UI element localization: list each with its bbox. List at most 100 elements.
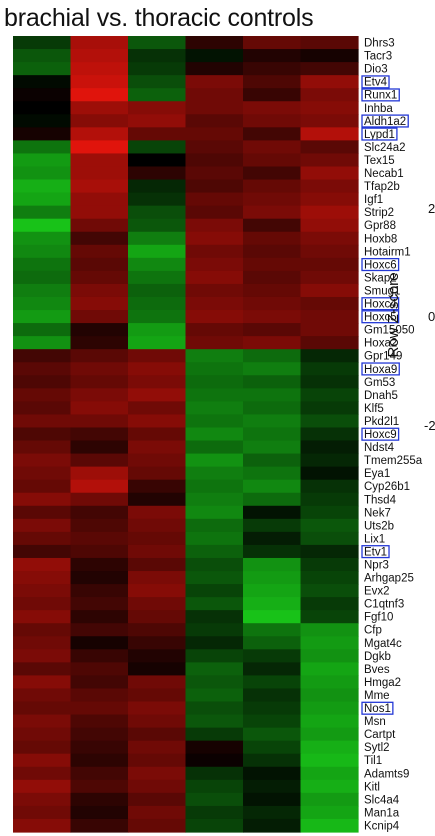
heatmap-cell-gm53-col4: [185, 375, 244, 389]
heatmap-cell-smug1-col3: [128, 283, 187, 298]
heatmap-cell-runx1-col2: [70, 88, 129, 102]
heatmap-cell-lypd1-col5: [243, 127, 302, 141]
highlight-box-aldh1a2: [361, 114, 409, 128]
chart-title: brachial vs. thoracic controls: [4, 4, 314, 32]
heatmap-cell-hoxc4-col6: [300, 296, 359, 311]
heatmap-cell-etv4-col1: [13, 75, 72, 89]
heatmap-cell-tacr3-col4: [185, 49, 244, 63]
gene-label-msn: Msn: [364, 716, 386, 728]
heatmap-cell-eya1-col2: [70, 466, 129, 481]
heatmap-cell-til1-col2: [70, 753, 129, 768]
heatmap-cell-gpr88-col1: [13, 218, 72, 233]
heatmap-cell-strip2-col1: [13, 205, 72, 220]
heatmap-cell-dgkb-col5: [243, 649, 302, 663]
heatmap-cell-lix1-col2: [70, 531, 129, 546]
gene-label-skap2: Skap2: [364, 272, 397, 284]
heatmap-cell-tmem255a-col2: [70, 453, 129, 468]
heatmap-cell-kitl-col5: [243, 779, 302, 794]
heatmap-cell-fgf10-col5: [243, 610, 302, 624]
heatmap-cell-sytl2-col3: [128, 740, 187, 755]
heatmap-cell-uts2b-col3: [128, 518, 187, 533]
heatmap-cell-tfap2b-col3: [128, 179, 187, 194]
highlight-box-hoxa9: [361, 362, 400, 376]
color-scale-tick-high: 2: [428, 201, 435, 216]
heatmap-cell-hmga2-col6: [300, 675, 359, 690]
heatmap-cell-runx1-col3: [128, 88, 187, 102]
highlight-box-etv1: [361, 545, 390, 559]
heatmap-cell-inhba-col3: [128, 101, 187, 115]
heatmap-cell-smug1-col5: [243, 283, 302, 298]
heatmap-cell-hoxa2-col1: [13, 336, 72, 350]
heatmap-cell-aldh1a2-col2: [70, 114, 129, 128]
heatmap-cell-klf5-col1: [13, 401, 72, 416]
heatmap-cell-mgat4c-col6: [300, 636, 359, 650]
heatmap-cell-lypd1-col1: [13, 127, 72, 141]
heatmap-cell-sytl2-col6: [300, 740, 359, 755]
heatmap-cell-bves-col4: [185, 662, 244, 677]
heatmap-cell-nos1-col4: [185, 701, 244, 716]
heatmap-cell-lix1-col1: [13, 531, 72, 546]
heatmap-cell-lix1-col6: [300, 531, 359, 546]
heatmap-cell-dio3-col6: [300, 62, 359, 76]
heatmap-cell-ndst4-col2: [70, 440, 129, 455]
heatmap-cell-inhba-col1: [13, 101, 72, 115]
heatmap-cell-hoxc4-col5: [243, 296, 302, 311]
gene-label-tex15: Tex15: [364, 155, 395, 167]
heatmap-cell-necab1-col4: [185, 166, 244, 181]
heatmap-cell-ndst4-col4: [185, 440, 244, 455]
heatmap-cell-mgat4c-col3: [128, 636, 187, 650]
gene-label-kcnip4: Kcnip4: [364, 820, 400, 832]
heatmap-cell-smug1-col6: [300, 283, 359, 298]
heatmap-cell-hoxc9-col2: [70, 427, 129, 442]
heatmap-cell-strip2-col4: [185, 205, 244, 220]
gene-label-arhgap25: Arhgap25: [364, 573, 414, 585]
heatmap-cell-hmga2-col5: [243, 675, 302, 690]
heatmap-cell-slc24a2-col4: [185, 140, 244, 155]
heatmap-cell-evx2-col6: [300, 584, 359, 598]
heatmap-cell-hoxc4-col3: [128, 296, 187, 311]
heatmap-cell-uts2b-col6: [300, 518, 359, 533]
heatmap-cell-ndst4-col3: [128, 440, 187, 455]
heatmap-cell-til1-col6: [300, 753, 359, 768]
heatmap-cell-skap2-col5: [243, 270, 302, 285]
heatmap-cell-eya1-col6: [300, 466, 359, 481]
heatmap-cell-tex15-col5: [243, 153, 302, 168]
color-scale: Row Z-score 2 0 -2: [385, 201, 435, 433]
heatmap-cell-hoxc5-col1: [13, 310, 72, 324]
heatmap-cell-runx1-col1: [13, 88, 72, 102]
heatmap-cell-npr3-col6: [300, 557, 359, 572]
gene-label-inhba: Inhba: [364, 103, 393, 115]
heatmap-cell-slc24a2-col3: [128, 140, 187, 155]
highlight-box-hoxc6: [361, 257, 400, 272]
heatmap-cell-runx1-col5: [243, 88, 302, 102]
heatmap-cell-msn-col2: [70, 714, 129, 729]
heatmap-cell-mgat4c-col4: [185, 636, 244, 650]
gene-label-gm15050: Gm15050: [364, 325, 415, 337]
heatmap-cell-ndst4-col6: [300, 440, 359, 455]
heatmap-cell-hoxc9-col1: [13, 427, 72, 442]
gene-label-hoxa2: Hoxa2: [364, 338, 397, 350]
heatmap-cell-hoxc6-col1: [13, 257, 72, 272]
highlight-box-hoxc4: [361, 297, 400, 311]
heatmap-cell-nek7-col4: [185, 505, 244, 520]
heatmap-cell-tacr3-col6: [300, 49, 359, 63]
heatmap-cell-tex15-col2: [70, 153, 129, 168]
heatmap-cell-c1qtnf3-col5: [243, 597, 302, 611]
heatmap-cell-necab1-col2: [70, 166, 129, 181]
highlight-box-hoxc5: [361, 310, 400, 324]
heatmap-cell-mme-col4: [185, 688, 244, 703]
heatmap-cell-npr3-col3: [128, 557, 187, 572]
gene-label-cyp26b1: Cyp26b1: [364, 481, 410, 493]
heatmap-cell-arhgap25-col6: [300, 571, 359, 585]
gene-label-ndst4: Ndst4: [364, 442, 395, 454]
heatmap-cell-slc4a4-col1: [13, 792, 72, 807]
heatmap-cell-gm15050-col2: [70, 323, 129, 337]
gene-label-npr3: Npr3: [364, 559, 389, 571]
heatmap-cell-fgf10-col4: [185, 610, 244, 624]
heatmap-cell-adamts9-col1: [13, 766, 72, 781]
heatmap-cell-nos1-col5: [243, 701, 302, 716]
heatmap-cell-dnah5-col4: [185, 388, 244, 402]
heatmap-cell-c1qtnf3-col3: [128, 597, 187, 611]
heatmap-cell-hoxc5-col4: [185, 310, 244, 324]
heatmap-cell-mgat4c-col1: [13, 636, 72, 650]
